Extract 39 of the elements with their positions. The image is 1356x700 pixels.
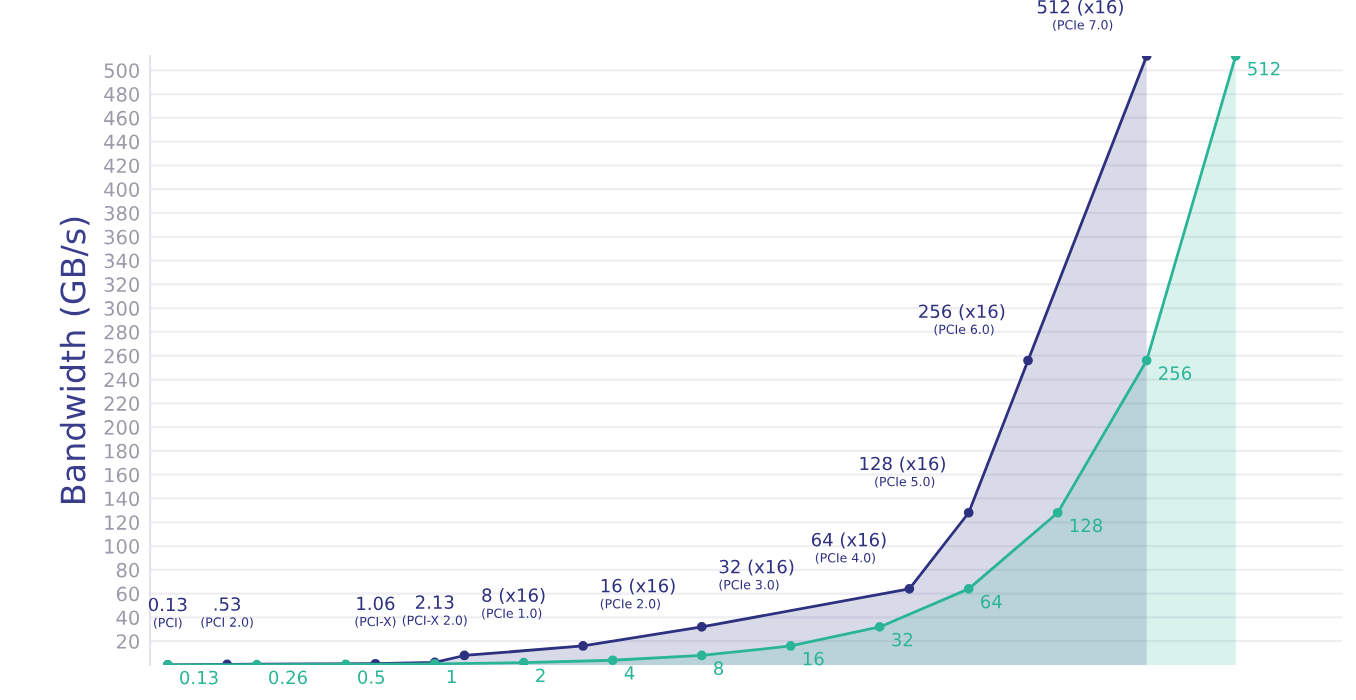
y-tick-label: 60 — [116, 586, 139, 602]
y-tick-label: 260 — [104, 348, 139, 364]
y-tick-label: 360 — [104, 229, 139, 245]
data-label: 0.26 — [269, 670, 307, 685]
y-tick-label: 500 — [104, 63, 139, 78]
y-tick-label: 200 — [104, 420, 139, 435]
data-label: 512 — [1248, 61, 1280, 76]
y-tick-label: 220 — [104, 396, 139, 411]
data-label: 0.13 — [180, 670, 218, 685]
y-tick-label: 20 — [116, 634, 139, 649]
data-label: 8 — [714, 661, 724, 676]
y-tick-label: 320 — [104, 277, 139, 293]
y-tick-label: 480 — [104, 87, 139, 102]
y-tick-label: 300 — [104, 301, 139, 316]
data-label: 2 — [536, 668, 545, 682]
data-label: 4 — [624, 666, 635, 680]
y-tick-label: 140 — [105, 491, 139, 507]
y-tick-label: 40 — [116, 610, 139, 626]
y-tick-label: 160 — [105, 467, 139, 483]
y-tick-label: 420 — [104, 158, 139, 174]
data-label: 128 — [1070, 518, 1103, 533]
y-tick-label: 340 — [104, 253, 139, 269]
y-tick-label: 100 — [105, 539, 139, 554]
data-label: 64 — [981, 594, 1002, 609]
y-tick-label: 240 — [104, 372, 139, 388]
data-label: 16 — [803, 651, 824, 666]
y-tick-label: 380 — [104, 205, 139, 221]
data-label: 0.5 — [358, 670, 385, 684]
data-label: 256 — [1159, 366, 1192, 381]
y-tick-label: 400 — [104, 182, 139, 197]
y-tick-label: 280 — [104, 324, 139, 340]
y-tick-label: 80 — [116, 562, 139, 578]
y-tick-label: 460 — [104, 110, 139, 126]
data-label: 32 — [892, 632, 912, 647]
y-tick-label: 180 — [105, 443, 139, 459]
y-tick-label: 440 — [104, 134, 139, 150]
y-tick-label: 120 — [105, 515, 139, 530]
data-label: 1 — [447, 669, 456, 684]
y-axis-title: Bandwidth (GB/s) — [59, 217, 90, 503]
